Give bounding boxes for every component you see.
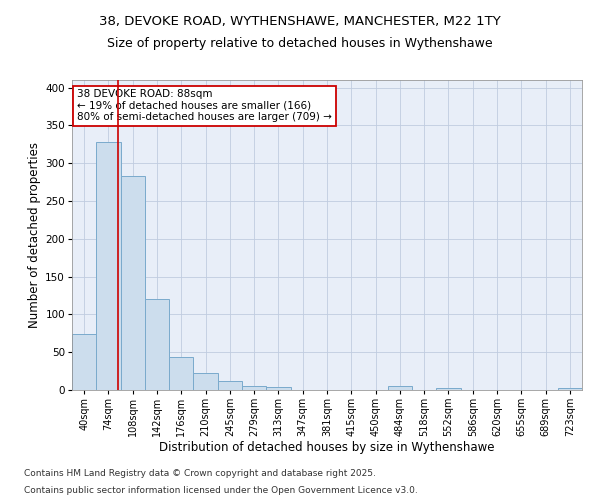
Bar (218, 381, 242, 390)
Bar (558, 388, 582, 390)
Text: Size of property relative to detached houses in Wythenshawe: Size of property relative to detached ho… (107, 38, 493, 51)
Text: 38, DEVOKE ROAD, WYTHENSHAWE, MANCHESTER, M22 1TY: 38, DEVOKE ROAD, WYTHENSHAWE, MANCHESTER… (99, 15, 501, 28)
Bar (193, 374, 218, 390)
X-axis label: Distribution of detached houses by size in Wythenshawe: Distribution of detached houses by size … (159, 440, 495, 454)
Bar (96, 142, 121, 390)
Text: Contains HM Land Registry data © Crown copyright and database right 2025.: Contains HM Land Registry data © Crown c… (24, 468, 376, 477)
Bar (266, 387, 290, 390)
Bar (388, 386, 412, 390)
Text: 38 DEVOKE ROAD: 88sqm
← 19% of detached houses are smaller (166)
80% of semi-det: 38 DEVOKE ROAD: 88sqm ← 19% of detached … (77, 90, 332, 122)
Text: Contains public sector information licensed under the Open Government Licence v3: Contains public sector information licen… (24, 486, 418, 495)
Bar (242, 386, 266, 390)
Bar (436, 388, 461, 390)
Bar (121, 176, 145, 390)
Bar (72, 334, 96, 390)
Bar (145, 298, 169, 390)
Y-axis label: Number of detached properties: Number of detached properties (28, 142, 41, 328)
Bar (169, 356, 193, 390)
